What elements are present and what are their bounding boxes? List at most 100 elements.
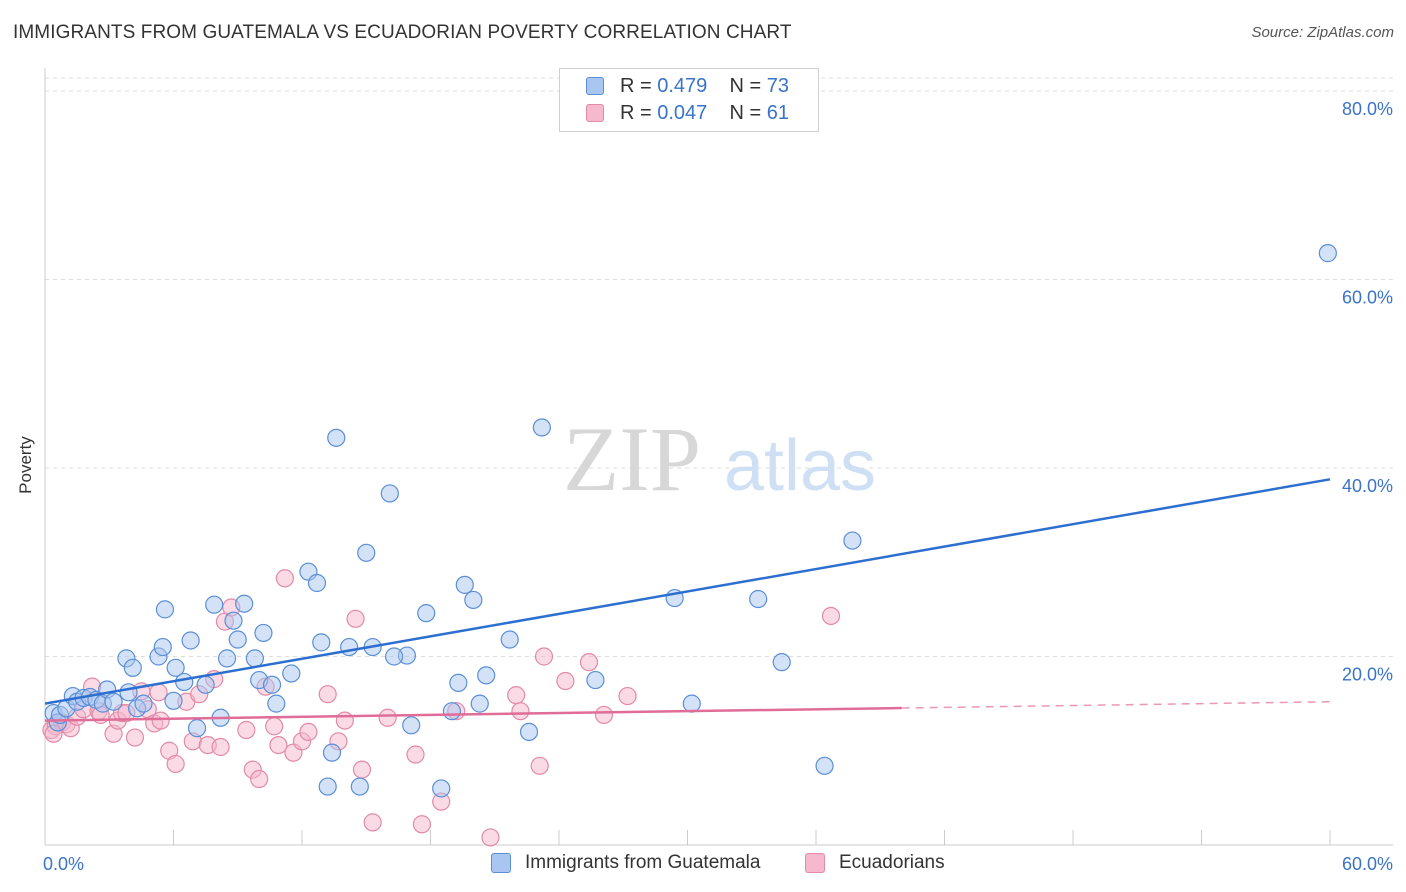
data-point-guatemala	[586, 670, 605, 690]
data-point-guatemala	[134, 694, 153, 713]
data-point-guatemala	[417, 604, 436, 623]
data-point-guatemala	[402, 716, 421, 735]
data-point-ecuadorians	[594, 705, 614, 725]
tick-labels: 20.0% 40.0% 60.0% 80.0% 0.0% 60.0%	[43, 99, 1393, 874]
data-point-ecuadorians	[166, 754, 185, 774]
watermark-atlas: atlas	[724, 426, 876, 506]
data-point-guatemala	[164, 691, 183, 710]
trend-line-ecuadorians	[44, 706, 902, 722]
data-point-ecuadorians	[534, 647, 554, 666]
data-point-ecuadorians	[211, 737, 230, 757]
trend-line-ecuadorians-extension	[901, 700, 1331, 709]
data-point-guatemala	[815, 756, 834, 775]
y-tick-label: 80.0%	[1342, 99, 1393, 119]
data-point-guatemala	[380, 484, 399, 503]
data-point-guatemala	[196, 675, 215, 694]
data-point-guatemala	[307, 573, 327, 593]
data-point-guatemala	[449, 673, 468, 692]
legend-swatch-guatemala	[586, 77, 604, 95]
data-point-guatemala	[181, 631, 200, 650]
data-point-ecuadorians	[265, 717, 284, 736]
data-point-guatemala	[1318, 244, 1337, 263]
x-tick-label: 0.0%	[43, 854, 84, 874]
data-point-ecuadorians	[579, 653, 599, 672]
data-point-guatemala	[340, 637, 359, 657]
data-point-guatemala	[682, 694, 701, 713]
data-point-guatemala	[442, 702, 462, 721]
data-point-guatemala	[104, 692, 123, 711]
source-credit: Source: ZipAtlas.com	[1251, 24, 1394, 41]
data-point-guatemala	[254, 623, 273, 643]
y-tick-label: 40.0%	[1342, 476, 1393, 496]
data-point-guatemala	[749, 589, 768, 609]
data-point-ecuadorians	[821, 606, 841, 626]
data-point-ecuadorians	[618, 686, 637, 706]
data-point-ecuadorians	[269, 735, 288, 755]
data-point-ecuadorians	[556, 671, 575, 691]
data-point-guatemala	[455, 575, 474, 594]
data-point-guatemala	[519, 722, 539, 742]
legend-r-value: 0.479	[657, 75, 708, 97]
data-point-ecuadorians	[237, 720, 256, 740]
data-point-ecuadorians	[412, 815, 432, 834]
correlation-legend: R = 0.479 N = 73 R = 0.047 N = 61	[559, 68, 819, 132]
data-point-guatemala	[282, 664, 301, 683]
data-point-guatemala	[500, 630, 519, 649]
grid-lines	[45, 77, 1393, 657]
trend-lines	[44, 478, 1331, 722]
data-point-guatemala	[772, 653, 791, 672]
legend-r-value: 0.047	[657, 102, 708, 124]
data-point-guatemala	[205, 595, 224, 614]
data-point-guatemala	[235, 594, 254, 613]
data-point-ecuadorians	[406, 745, 425, 764]
data-point-ecuadorians	[275, 569, 294, 588]
bottom-legend-label-guatemala: Immigrants from Guatemala	[525, 852, 761, 873]
data-point-guatemala	[123, 658, 142, 677]
trend-line-guatemala	[44, 478, 1331, 705]
data-point-guatemala	[318, 777, 337, 796]
data-point-guatemala	[327, 428, 346, 447]
bottom-legend-swatch-ecuadorians	[805, 853, 825, 873]
chart-title: IMMIGRANTS FROM GUATEMALA VS ECUADORIAN …	[13, 22, 792, 43]
legend-n-value: 61	[766, 102, 790, 124]
legend-swatch-ecuadorians	[586, 104, 604, 122]
data-point-ecuadorians	[318, 685, 337, 704]
watermark-zip: ZIP	[563, 408, 701, 510]
data-point-ecuadorians	[149, 683, 168, 702]
data-point-ecuadorians	[530, 756, 549, 775]
data-point-guatemala	[228, 630, 247, 649]
data-point-ecuadorians	[250, 769, 269, 789]
data-point-guatemala	[350, 777, 369, 796]
data-point-ecuadorians	[125, 728, 145, 747]
legend-n-label: N =	[729, 102, 762, 124]
data-point-ecuadorians	[299, 722, 318, 742]
data-point-ecuadorians	[507, 686, 526, 705]
data-point-guatemala	[312, 633, 331, 652]
data-point-guatemala	[217, 649, 237, 668]
data-point-ecuadorians	[335, 711, 354, 730]
data-point-guatemala	[470, 694, 489, 713]
watermark: ZIP atlas	[563, 408, 876, 510]
bottom-legend-swatch-guatemala	[491, 853, 511, 873]
data-point-guatemala	[532, 418, 551, 437]
data-point-guatemala	[166, 658, 185, 677]
data-point-guatemala	[153, 637, 172, 657]
data-point-guatemala	[477, 666, 496, 685]
guatemala-points	[44, 244, 1337, 798]
legend-r-label: R =	[620, 75, 652, 97]
data-point-guatemala	[175, 672, 194, 692]
data-point-ecuadorians	[151, 711, 170, 730]
data-point-guatemala	[267, 694, 286, 713]
data-point-guatemala	[245, 649, 264, 668]
data-point-ecuadorians	[352, 760, 372, 779]
bottom-legend-label-ecuadorians: Ecuadorians	[839, 852, 945, 873]
x-tick-label: 60.0%	[1342, 854, 1393, 874]
data-point-ecuadorians	[481, 828, 500, 847]
data-point-guatemala	[119, 683, 138, 702]
data-point-guatemala	[262, 675, 282, 694]
data-point-guatemala	[432, 779, 451, 798]
data-point-guatemala	[464, 590, 483, 610]
data-point-guatemala	[357, 543, 376, 562]
data-point-guatemala	[322, 743, 342, 762]
